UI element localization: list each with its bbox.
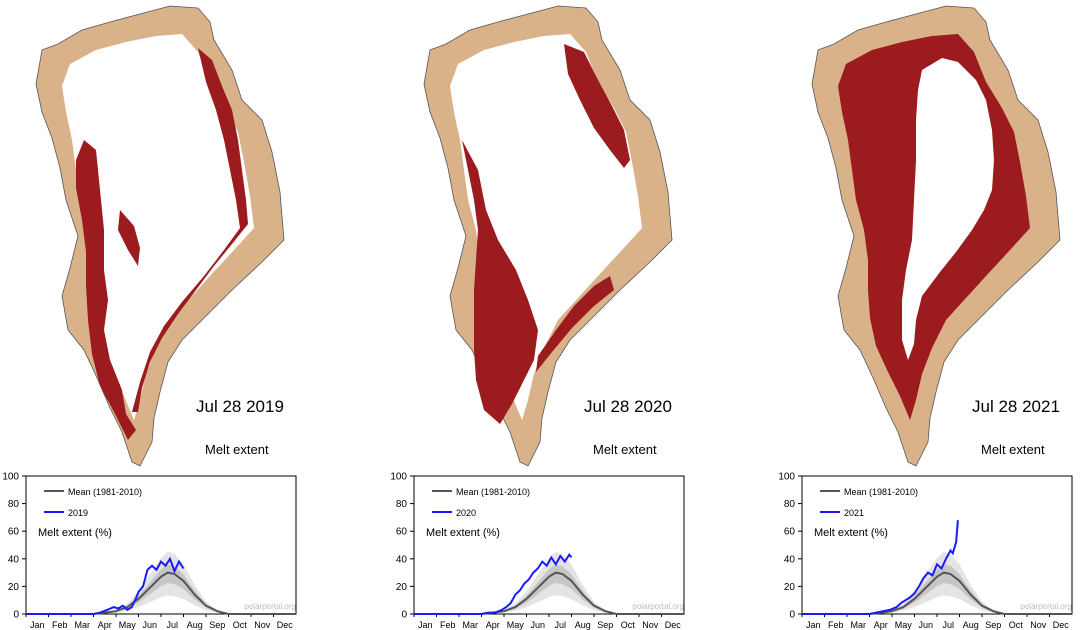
y-tick-label: 20 [784,582,796,593]
greenland-melt-map [423,5,673,467]
y-axis-title: Melt extent (%) [426,527,500,539]
melt-extent-chart: 0 20 40 60 80 100 Jan Feb Mar Apr May Jun Jul Aug Sep O… [390,472,685,630]
y-tick-label: 80 [8,499,20,510]
x-tick-label: Mar [75,620,91,630]
x-tick-label: Oct [621,620,636,630]
x-tick-label: Nov [642,620,659,630]
ice-remaining [902,58,994,360]
panel-2019: Jul 28 2019 Melt extent 0 20 40 60 80 100 Jan F… [0,0,360,630]
x-tick-label: Dec [277,620,294,630]
x-tick-label: Jul [942,620,954,630]
x-tick-label: Jun [142,620,157,630]
x-tick-label: Jul [554,620,566,630]
melt-extent-title: Melt extent [205,442,269,457]
x-tick-label: Feb [440,620,456,630]
y-tick-label: 20 [396,582,408,593]
x-tick-label: Sep [985,620,1001,630]
y-tick-label: 60 [8,527,20,538]
x-tick-label: Sep [597,620,613,630]
melt-extent-title: Melt extent [593,442,657,457]
y-tick-label: 100 [778,472,795,483]
x-tick-label: Aug [187,620,203,630]
x-tick-label: Jun [918,620,933,630]
x-tick-label: Jan [806,620,821,630]
y-tick-label: 100 [2,472,19,483]
melt-extent-chart: 0 20 40 60 80 100 Jan Feb Mar Apr May Jun Jul Aug Sep O… [2,472,297,630]
x-tick-label: Oct [233,620,248,630]
y-tick-label: 0 [401,610,407,621]
map-date-label: Jul 28 2021 [972,397,1060,416]
x-tick-label: Feb [52,620,68,630]
x-tick-label: Jun [530,620,545,630]
panel-2020: Jul 28 2020 Melt extent 0 20 40 60 80 100 Jan F… [388,0,748,630]
map-date-label: Jul 28 2019 [196,397,284,416]
map-date-label: Jul 28 2020 [584,397,672,416]
x-tick-label: Dec [1053,620,1070,630]
y-tick-label: 0 [789,610,795,621]
x-tick-label: Sep [209,620,225,630]
mean-series-line [802,571,1072,615]
watermark: polarportal.org [244,602,296,611]
legend-mean-label: Mean (1981-2010) [844,487,918,497]
melt-extent-chart: 0 20 40 60 80 100 Jan Feb Mar Apr May Jun Jul Aug Sep O… [778,472,1073,630]
watermark: polarportal.org [1020,602,1072,611]
variability-band-inner [26,564,296,614]
y-tick-label: 40 [784,554,796,565]
y-tick-label: 100 [390,472,407,483]
x-tick-label: Aug [963,620,979,630]
x-tick-label: Nov [254,620,271,630]
x-tick-label: Apr [874,620,888,630]
melt-extent-title: Melt extent [981,442,1045,457]
panel-2021: Jul 28 2021 Melt extent 0 20 40 60 80 100 Jan F… [776,0,1080,630]
y-axis-title: Melt extent (%) [814,527,888,539]
x-tick-label: Mar [851,620,867,630]
y-tick-label: 60 [784,527,796,538]
x-tick-label: May [119,620,137,630]
y-tick-label: 80 [784,499,796,510]
legend-year-label: 2021 [844,508,864,518]
year-series-line [414,553,573,615]
greenland-melt-map [811,5,1061,467]
x-tick-label: Nov [1030,620,1047,630]
x-tick-label: Dec [665,620,682,630]
y-axis-title: Melt extent (%) [38,527,112,539]
watermark: polarportal.org [632,602,684,611]
melt-area [462,44,630,424]
x-tick-label: May [895,620,913,630]
y-tick-label: 40 [396,554,408,565]
y-tick-label: 20 [8,582,20,593]
x-tick-label: Mar [463,620,479,630]
x-tick-label: May [507,620,525,630]
legend-year-label: 2020 [456,508,476,518]
year-series-line [802,520,959,615]
x-tick-label: Oct [1009,620,1024,630]
y-tick-label: 0 [13,610,19,621]
variability-band-inner [414,564,684,614]
y-tick-label: 60 [396,527,408,538]
x-tick-label: Feb [828,620,844,630]
x-tick-label: Apr [98,620,112,630]
x-tick-label: Jan [418,620,433,630]
year-series-line [26,556,185,615]
x-tick-label: Aug [575,620,591,630]
legend-year-label: 2019 [68,508,88,518]
x-tick-label: Jul [166,620,178,630]
variability-band-inner [802,564,1072,614]
y-tick-label: 40 [8,554,20,565]
legend-mean-label: Mean (1981-2010) [68,487,142,497]
greenland-melt-map [35,5,285,467]
legend-mean-label: Mean (1981-2010) [456,487,530,497]
y-tick-label: 80 [396,499,408,510]
greenland-ice-sheet [62,34,254,420]
mean-series-line [26,571,296,615]
x-tick-label: Jan [30,620,45,630]
x-tick-label: Apr [486,620,500,630]
